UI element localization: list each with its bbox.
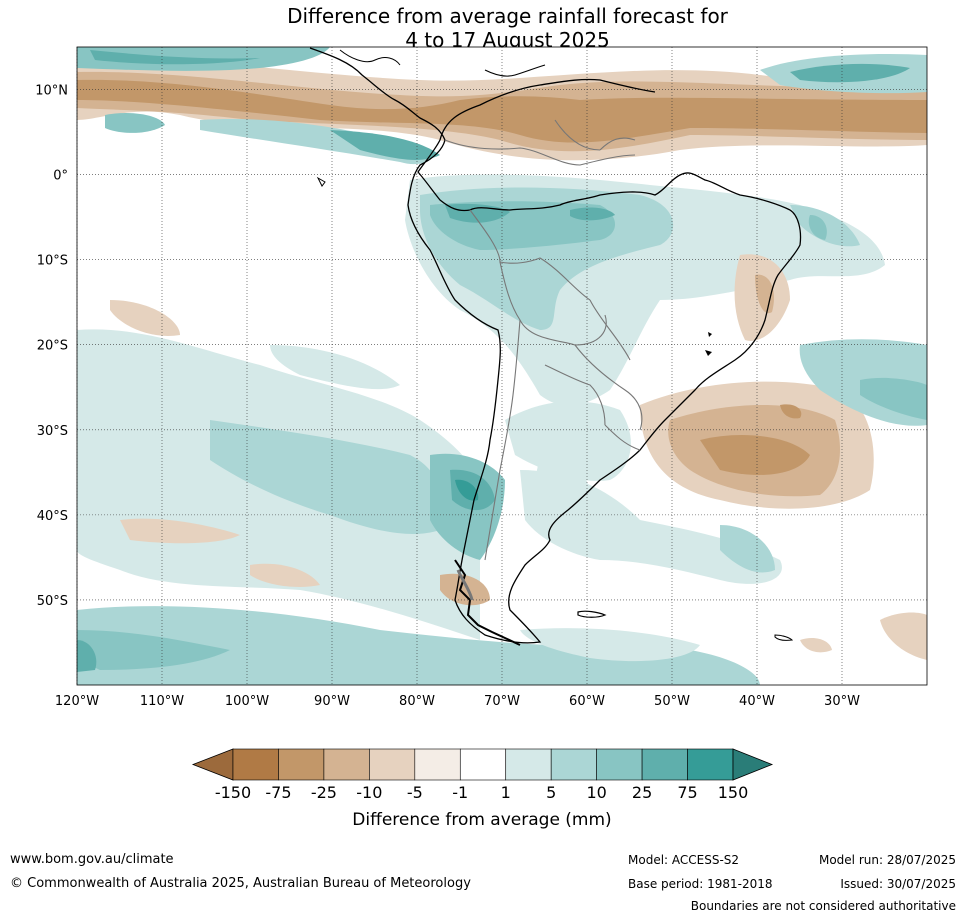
colorbar-tick-label: -25: [311, 783, 337, 802]
colorbar-tick-label: -10: [356, 783, 382, 802]
colorbar-tick-label: 5: [546, 783, 556, 802]
colorbar-segment: [414, 748, 461, 781]
country-borders: [444, 119, 643, 561]
lon-label: 120°W: [55, 694, 99, 709]
footer-model-run: Model run: 28/07/2025: [818, 853, 956, 867]
rainfall-anomaly-layer: [77, 47, 927, 685]
lon-label: 60°W: [569, 694, 605, 709]
colorbar-segment: [596, 748, 643, 781]
colorbar-segment: [369, 748, 416, 781]
colorbar-tick-label: 25: [632, 783, 652, 802]
footer-website[interactable]: www.bom.gov.au/climate: [10, 852, 174, 867]
colorbar-tick-label: 1: [501, 783, 511, 802]
lon-label: 70°W: [484, 694, 520, 709]
lat-label: 40°S: [37, 509, 68, 524]
colorbar-tick-label: -75: [265, 783, 291, 802]
colorbar-segment: [278, 748, 325, 781]
colorbar-tick-label: 75: [677, 783, 697, 802]
latitude-labels: 10°N 0° 10°S 20°S 30°S 40°S 50°S: [35, 84, 68, 609]
colorbar-segment: [505, 748, 552, 781]
footer-disclaimer: Boundaries are not considered authoritat…: [690, 899, 956, 913]
footer-issued: Issued: 30/07/2025: [840, 877, 956, 891]
colorbar-tick-label: 150: [718, 783, 749, 802]
footer-base-period: Base period: 1981-2018: [628, 877, 773, 891]
colorbar-tick-label: -150: [215, 783, 251, 802]
colorbar-tick-label: -5: [407, 783, 423, 802]
graticule: [76, 47, 927, 685]
lat-label: 10°N: [35, 84, 68, 99]
lon-label: 40°W: [739, 694, 775, 709]
title-line-1: Difference from average rainfall forecas…: [287, 4, 728, 28]
lat-label: 0°: [53, 169, 68, 184]
colorbar-segment: [550, 748, 597, 781]
lon-label: 110°W: [140, 694, 184, 709]
colorbar-arrow-high: [732, 748, 774, 781]
footer-copyright: © Commonwealth of Australia 2025, Austra…: [10, 876, 471, 891]
lon-label: 100°W: [225, 694, 269, 709]
colorbar-segment: [687, 748, 734, 781]
colorbar-tick-label: 10: [586, 783, 606, 802]
map-border: [76, 46, 928, 686]
lon-label: 50°W: [654, 694, 690, 709]
legend-colorbar: -150 -75 -25 -10 -5 -1 1 5 10 25 75 150: [191, 748, 774, 802]
lon-label: 30°W: [824, 694, 860, 709]
lat-label: 10°S: [37, 254, 68, 269]
lon-label: 90°W: [314, 694, 350, 709]
lon-label: 80°W: [399, 694, 435, 709]
colorbar-segment: [459, 748, 507, 781]
colorbar-tick-label: -1: [452, 783, 468, 802]
lat-label: 20°S: [37, 339, 68, 354]
longitude-labels: 120°W 110°W 100°W 90°W 80°W 70°W 60°W 50°W 40°W 3…: [55, 694, 860, 709]
colorbar-segment: [232, 748, 279, 781]
legend-title: Difference from average (mm): [352, 810, 611, 830]
lat-label: 50°S: [37, 594, 68, 609]
map-title: Difference from average rainfall forecas…: [0, 4, 965, 52]
colorbar-segment: [641, 748, 688, 781]
colorbar-arrow-low: [191, 748, 234, 781]
colorbar-segment: [323, 748, 370, 781]
footer-model: Model: ACCESS-S2: [628, 853, 740, 867]
lat-label: 30°S: [37, 424, 68, 439]
